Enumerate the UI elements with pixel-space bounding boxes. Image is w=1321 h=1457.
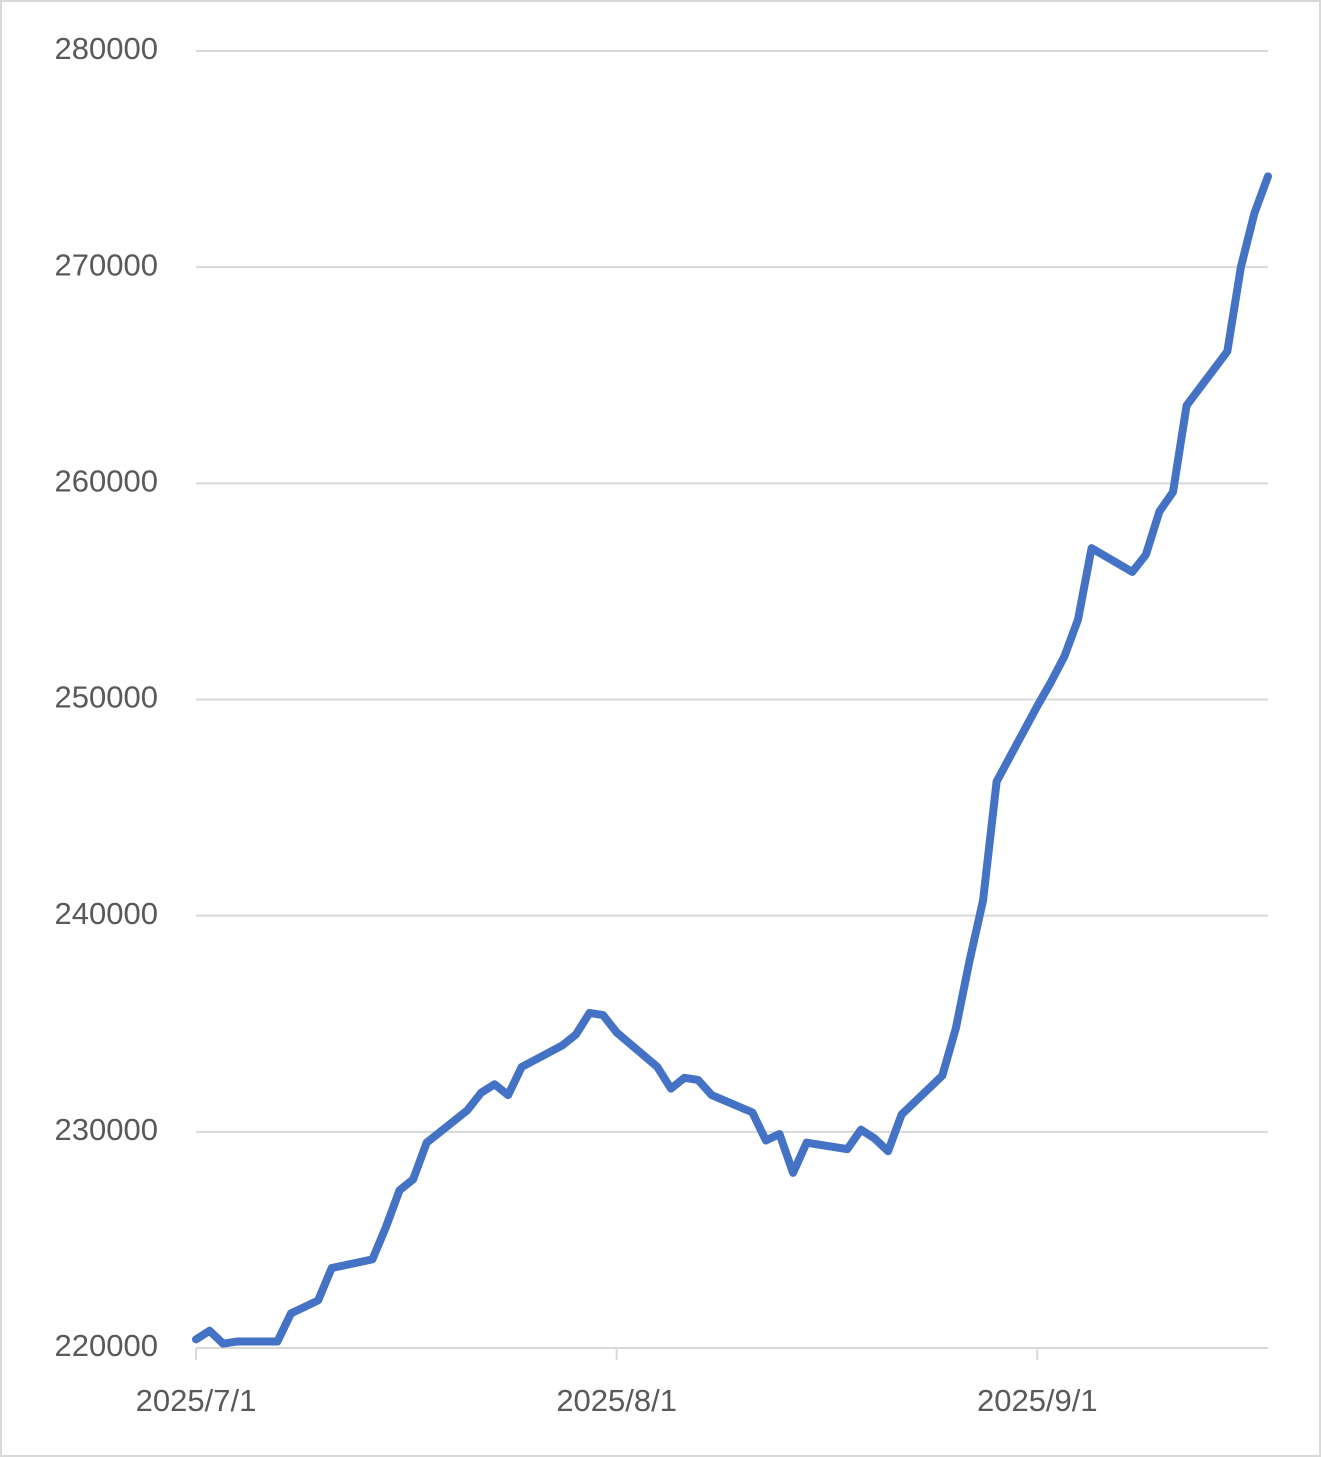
data-line: [192, 172, 1272, 1348]
x-tick-label: 2025/9/1: [977, 1383, 1098, 1418]
y-tick-label: 270000: [55, 247, 158, 282]
y-tick-label: 240000: [55, 896, 158, 931]
y-tick-label: 230000: [55, 1112, 158, 1147]
y-tick-label: 250000: [55, 680, 158, 715]
x-tick-label: 2025/8/1: [556, 1383, 677, 1418]
y-tick-label: 260000: [55, 464, 158, 499]
y-tick-label: 280000: [55, 31, 158, 66]
x-tick-label: 2025/7/1: [136, 1383, 257, 1418]
y-tick-label: 220000: [55, 1328, 158, 1363]
